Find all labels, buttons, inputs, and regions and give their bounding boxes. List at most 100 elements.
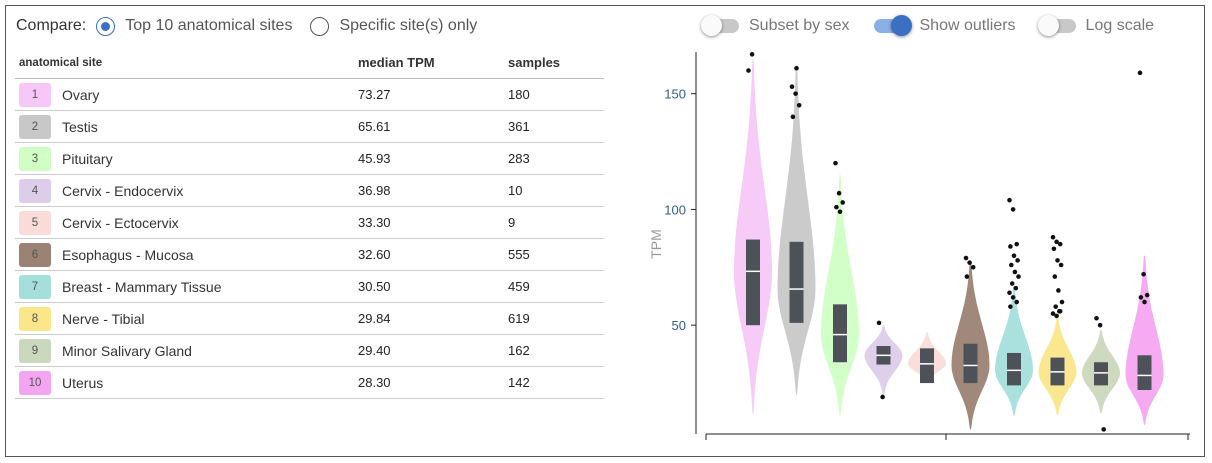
site-name: Testis — [62, 118, 98, 135]
sites-table: anatomical site median TPM samples 1 Ovar… — [15, 47, 604, 399]
table-row[interactable]: 10 Uterus 28.30 142 — [15, 367, 604, 399]
site-cell: 8 Nerve - Tibial — [15, 306, 358, 331]
outlier-point — [1010, 295, 1016, 300]
samples-cell: 283 — [508, 151, 530, 166]
outlier-point — [1054, 239, 1059, 245]
site-name: Uterus — [62, 374, 104, 391]
toggle-outliers-label: Show outliers — [919, 17, 1016, 34]
median-tpm-cell: 28.30 — [358, 375, 391, 390]
median-tpm-cell: 73.27 — [358, 87, 391, 102]
table-row[interactable]: 5 Cervix - Ectocervix 33.30 9 — [15, 207, 604, 239]
outlier-point — [1059, 299, 1065, 305]
iqr-box — [1137, 355, 1152, 391]
outlier-point — [749, 52, 755, 57]
rank-badge: 9 — [19, 338, 51, 363]
rank-badge: 8 — [19, 306, 51, 331]
switch-off-icon — [1037, 15, 1076, 36]
outlier-point — [1052, 274, 1058, 279]
outlier-point — [834, 204, 839, 210]
iqr-box — [1007, 352, 1021, 386]
y-tick-label: 100 — [664, 202, 686, 217]
compare-control: Compare: Top 10 anatomical sites Specifi… — [16, 15, 495, 37]
samples-cell: 459 — [508, 279, 530, 294]
outlier-point — [1014, 241, 1019, 247]
site-name: Cervix - Endocervix — [62, 182, 184, 199]
median-tpm-cell: 29.40 — [358, 343, 391, 358]
site-cell: 10 Uterus — [15, 370, 358, 395]
site-name: Minor Salivary Gland — [62, 342, 192, 359]
outlier-point — [1010, 207, 1016, 212]
site-cell: 7 Breast - Mammary Tissue — [15, 274, 358, 299]
table-row[interactable]: 8 Nerve - Tibial 29.84 619 — [15, 303, 604, 335]
radio-checked-icon — [96, 16, 116, 36]
outlier-point — [1050, 311, 1056, 316]
outlier-point — [1053, 304, 1058, 309]
samples-cell: 9 — [508, 215, 516, 230]
samples-cell: 361 — [508, 119, 530, 134]
outlier-point — [790, 114, 796, 120]
panel-frame — [5, 5, 1205, 457]
outlier-point — [970, 265, 976, 270]
outlier-point — [840, 200, 845, 205]
radio-top10-label: Top 10 anatomical sites — [125, 17, 293, 34]
site-cell: 9 Minor Salivary Gland — [15, 338, 358, 363]
outlier-point — [1137, 70, 1143, 76]
site-name: Pituitary — [62, 150, 113, 167]
col-header-site[interactable]: anatomical site — [19, 56, 103, 69]
table-row[interactable]: 4 Cervix - Endocervix 36.98 10 — [15, 175, 604, 207]
outlier-point — [746, 68, 751, 73]
toggle-log-scale[interactable]: Log scale — [1037, 15, 1155, 36]
rank-badge: 5 — [19, 210, 51, 235]
radio-top10[interactable]: Top 10 anatomical sites — [96, 16, 293, 36]
outlier-point — [794, 65, 799, 71]
outlier-point — [1009, 281, 1015, 286]
table-row[interactable]: 1 Ovary 73.27 180 — [15, 79, 604, 111]
rank-badge: 3 — [19, 146, 51, 171]
outlier-point — [880, 394, 885, 400]
outlier-point — [1056, 288, 1061, 293]
table-row[interactable]: 3 Pituitary 45.93 283 — [15, 143, 604, 175]
outlier-point — [1057, 308, 1063, 314]
table-row[interactable]: 2 Testis 65.61 361 — [15, 111, 604, 143]
rank-badge: 7 — [19, 274, 51, 299]
y-tick-label: 150 — [664, 87, 686, 102]
outlier-point — [833, 160, 838, 166]
outlier-point — [1008, 304, 1013, 309]
table-header: anatomical site median TPM samples — [15, 47, 604, 79]
outlier-point — [1008, 244, 1013, 249]
radio-specific-sites[interactable]: Specific site(s) only — [310, 16, 477, 36]
outlier-point — [1015, 258, 1020, 263]
table-row[interactable]: 7 Breast - Mammary Tissue 30.50 459 — [15, 271, 604, 303]
rank-badge: 6 — [19, 242, 51, 267]
rank-badge: 4 — [19, 178, 51, 203]
rank-badge: 1 — [19, 82, 51, 107]
toggle-log-label: Log scale — [1085, 17, 1155, 34]
samples-cell: 162 — [508, 343, 530, 358]
outlier-point — [967, 260, 972, 265]
y-axis-label: TPM — [648, 229, 664, 259]
col-header-samples[interactable]: samples — [508, 55, 561, 70]
outlier-point — [1057, 241, 1063, 247]
site-cell: 5 Cervix - Ectocervix — [15, 210, 358, 235]
col-header-median[interactable]: median TPM — [358, 55, 435, 70]
site-name: Esophagus - Mucosa — [62, 246, 194, 263]
iqr-box — [746, 239, 760, 326]
violin-shape — [1125, 255, 1164, 425]
site-cell: 1 Ovary — [15, 82, 358, 107]
outlier-point — [1141, 271, 1146, 277]
iqr-box — [920, 348, 934, 384]
outlier-point — [789, 84, 795, 90]
outlier-point — [837, 209, 843, 215]
samples-cell: 142 — [508, 375, 530, 390]
table-row[interactable]: 9 Minor Salivary Gland 29.40 162 — [15, 335, 604, 367]
toggle-show-outliers[interactable]: Show outliers — [873, 15, 1016, 36]
outlier-point — [1051, 246, 1057, 252]
median-tpm-cell: 30.50 — [358, 279, 391, 294]
samples-cell: 10 — [508, 183, 523, 198]
toggle-subset-by-sex[interactable]: Subset by sex — [701, 15, 850, 36]
outlier-point — [1007, 197, 1012, 203]
outlier-point — [796, 102, 802, 108]
samples-cell: 180 — [508, 87, 530, 102]
table-row[interactable]: 6 Esophagus - Mucosa 32.60 555 — [15, 239, 604, 271]
violin-shape — [995, 285, 1033, 416]
